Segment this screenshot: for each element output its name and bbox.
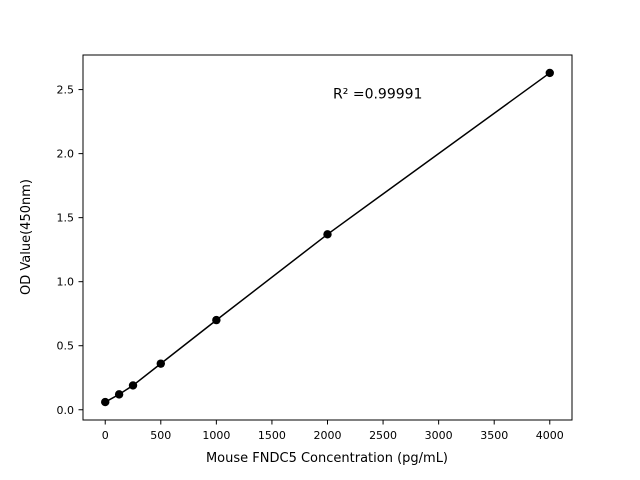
x-tick-label: 0: [102, 429, 109, 442]
y-tick-label: 2.5: [57, 84, 75, 97]
x-tick-label: 1000: [202, 429, 230, 442]
y-tick-label: 0.0: [57, 404, 75, 417]
y-tick-label: 2.0: [57, 148, 75, 161]
x-tick-label: 3500: [480, 429, 508, 442]
x-tick-label: 4000: [536, 429, 564, 442]
y-axis-ticks: 0.0 0.5 1.0 1.5 2.0 2.5: [57, 84, 83, 417]
data-point: [323, 230, 332, 239]
r-squared-annotation: R² =0.99991: [333, 87, 422, 103]
data-point: [101, 397, 110, 407]
data-point: [114, 390, 124, 399]
x-tick-label: 2500: [369, 429, 397, 442]
y-tick-label: 1.0: [57, 276, 75, 289]
data-point: [128, 381, 138, 390]
x-tick-label: 2000: [314, 429, 342, 442]
y-tick-label: 0.5: [57, 340, 75, 353]
x-tick-label: 500: [150, 429, 171, 442]
y-axis-label: OD Value(450nm): [19, 179, 34, 295]
x-tick-label: 1500: [258, 429, 286, 442]
data-series: [101, 68, 554, 407]
data-point: [545, 68, 554, 78]
x-axis-ticks: 0 500 1000 1500 2000 2500 3000 3500 4000: [102, 420, 564, 442]
x-tick-label: 3000: [425, 429, 453, 442]
y-tick-label: 1.5: [57, 212, 75, 225]
x-axis-label: Mouse FNDC5 Concentration (pg/mL): [206, 451, 448, 466]
data-point: [212, 315, 221, 325]
data-point: [156, 359, 165, 368]
